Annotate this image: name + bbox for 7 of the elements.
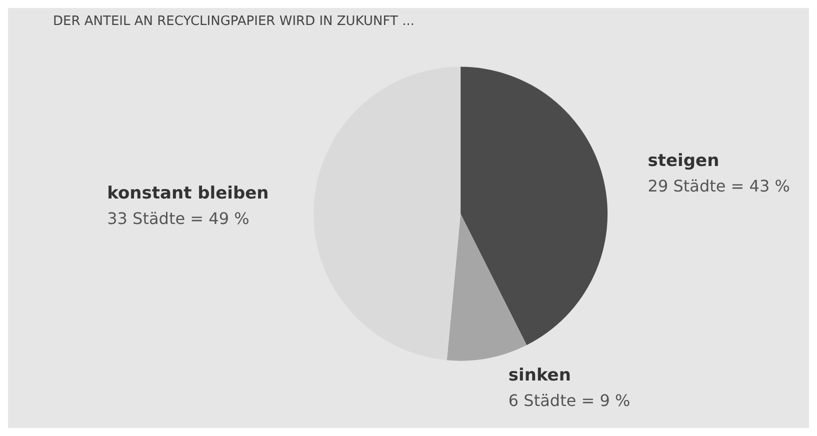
chart-title: DER ANTEIL AN RECYCLINGPAPIER WIRD IN ZUKUNFT ... xyxy=(53,14,414,29)
data-label: 33 Städte = 49 % xyxy=(107,209,250,228)
data-label: 6 Städte = 9 % xyxy=(508,391,630,410)
data-label: 29 Städte = 43 % xyxy=(648,176,790,196)
slice-label: sinken xyxy=(508,366,571,386)
slice-label: steigen xyxy=(648,150,720,171)
slice-label: konstant bleiben xyxy=(107,184,269,204)
